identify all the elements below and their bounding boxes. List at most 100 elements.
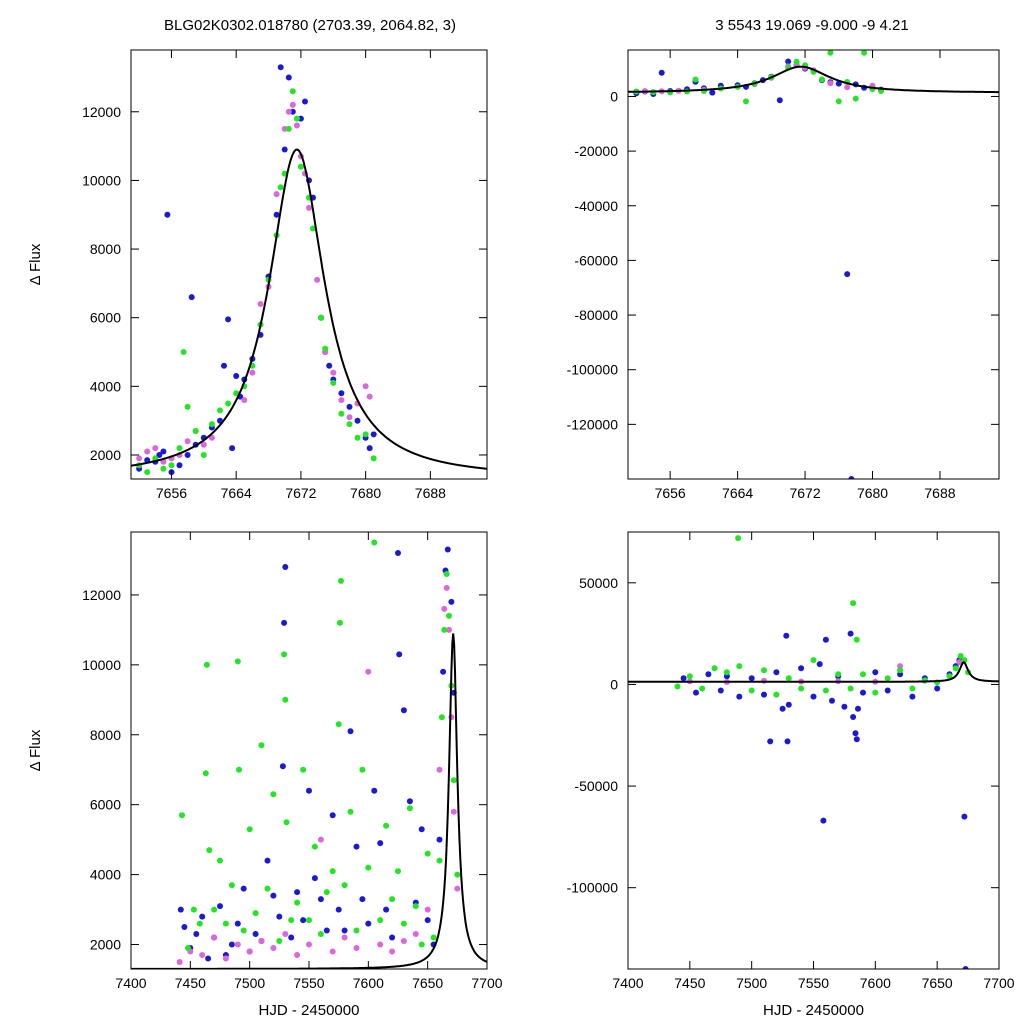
data-point-blue [761,691,767,698]
y-tick-label: 2000 [90,937,121,953]
data-point-blue [844,271,851,278]
data-point-green [961,657,968,664]
x-tick-label: 7500 [736,975,767,991]
data-point-violet [249,369,256,376]
data-point-blue [156,452,163,458]
data-point-blue [347,728,354,735]
y-tick-label: -60000 [574,252,618,268]
y-tick-label: -20000 [574,143,618,159]
data-point-green [225,400,232,407]
data-point-violet [241,397,248,404]
data-point-blue [323,927,330,934]
data-point-blue [884,687,891,694]
data-point-violet [234,941,241,948]
data-point-blue [276,913,283,920]
data-point-green [289,88,296,95]
data-point-green [441,626,448,633]
data-point-blue [177,906,184,913]
data-point-green [793,58,800,65]
right-title: 3 5543 19.069 -9.000 -9 4.21 [715,17,909,34]
data-point-green [252,910,259,917]
data-point-blue [717,687,724,694]
data-point-green [196,920,203,927]
data-point-violet [306,941,312,948]
x-tick-label: 7550 [798,975,829,991]
x-tick-label: 7450 [674,975,705,991]
data-point-blue [288,934,295,941]
data-point-green [748,687,755,694]
data-point-violet [270,945,277,951]
data-point-green [430,934,437,941]
data-point-blue [377,840,384,847]
data-point-violet [314,276,321,283]
data-point-green [723,669,730,676]
data-point-violet [377,941,384,948]
data-point-green [446,612,452,619]
data-point-violet [389,948,396,955]
y-tick-label: 6000 [90,310,121,326]
data-point-green [454,871,461,878]
data-point-blue [285,74,292,81]
data-point-blue [184,452,191,458]
data-point-violet [446,626,452,633]
data-point-blue [264,857,271,864]
x-tick-label: 7550 [293,975,324,991]
data-point-green [293,115,300,122]
data-point-green [424,850,431,857]
data-point-blue [281,146,288,153]
data-point-green [353,927,360,934]
x-tick-label: 7680 [857,485,888,501]
data-point-green [185,945,191,951]
data-point-blue [785,701,792,708]
data-point-green [847,685,854,692]
data-point-blue [897,671,904,678]
data-point-blue [353,843,360,850]
x-axis-label: HJD - 2450000 [763,1002,864,1019]
panel-top-left: 7656 7664 7672 7680 7688 2000 4000 6000 8000 1000… [27,49,488,501]
data-point-green [180,349,187,355]
data-point-green [338,410,345,417]
data-point-blue [693,689,699,696]
data-point-blue [281,619,288,626]
y-tick-label: 0 [610,676,618,692]
x-tick-label: 7656 [655,485,686,501]
data-point-green [160,465,167,472]
data-point-green [692,76,699,83]
data-point-green [338,577,344,584]
data-point-green [735,535,742,542]
data-point-violet [317,836,324,843]
data-point-blue [395,550,401,556]
data-point-violet [211,934,218,941]
data-point-green [211,906,218,913]
data-point-green [294,899,301,906]
data-point-violet [412,931,419,937]
data-point-blue [365,920,372,927]
data-point-green [818,76,825,83]
data-point-violet [844,84,851,91]
data-point-green [773,691,780,698]
data-point-green [246,826,253,833]
data-point-blue [228,941,235,948]
data-point-blue [962,966,969,969]
data-points [136,64,377,476]
data-point-green [276,938,283,944]
y-axis-label: Δ Flux [27,729,44,771]
data-point-blue [723,673,730,680]
data-point-violet [454,885,461,892]
data-point-blue [709,89,716,96]
data-point-blue [300,917,307,924]
data-point-green [300,766,307,773]
data-point-green [297,163,304,170]
data-point-green [184,403,191,410]
data-point-violet [289,101,296,108]
data-point-green [190,906,197,913]
y-tick-label: 10000 [82,657,121,673]
data-point-green [810,657,817,664]
data-point-blue [396,651,403,658]
x-tick-label: 7656 [156,485,187,501]
data-point-green [318,314,325,321]
data-point-blue [820,817,827,824]
data-point-blue [658,69,665,76]
data-point-blue [816,661,823,668]
